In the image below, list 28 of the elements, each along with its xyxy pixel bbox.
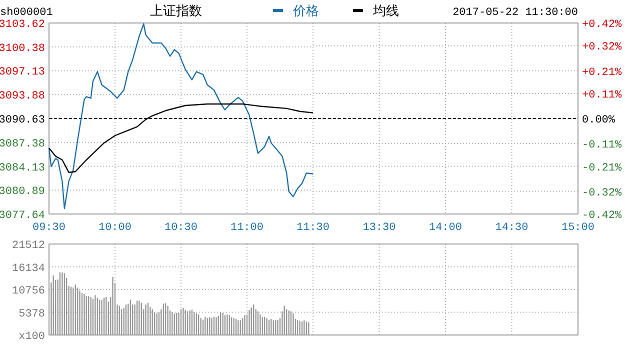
y-tick-label: 10756 bbox=[12, 286, 45, 298]
x-tick-label: 09:30 bbox=[32, 222, 66, 234]
text: 2017-05-22 11:30:00 bbox=[452, 7, 578, 19]
y2-tick-label: -0.32% bbox=[582, 187, 622, 200]
y-tick-label: x100 bbox=[18, 331, 45, 343]
y2-tick-label: +0.11% bbox=[582, 89, 622, 102]
x-tick-label: 11:30 bbox=[296, 222, 330, 234]
chart-title: 上证指数 bbox=[150, 4, 202, 19]
y2-tick-label: 0.00% bbox=[582, 114, 616, 126]
x-tick-label: 14:30 bbox=[495, 222, 528, 234]
x-tick-label: 10:00 bbox=[98, 222, 132, 234]
x-tick-label: 11:00 bbox=[230, 222, 264, 234]
y2-tick-label: +0.21% bbox=[582, 66, 622, 79]
y2-tick-label: +0.42% bbox=[582, 19, 622, 31]
x-tick-label: 13:30 bbox=[362, 222, 396, 234]
y-tick-label: 21512 bbox=[12, 240, 45, 252]
x-tick-label: 10:30 bbox=[164, 222, 198, 234]
x-tick-label: 15:00 bbox=[561, 222, 595, 234]
x-tick-label: 14:00 bbox=[428, 222, 462, 234]
y-tick-label: 16134 bbox=[12, 262, 46, 275]
y2-tick-label: -0.11% bbox=[582, 140, 622, 152]
y2-tick-label: +0.32% bbox=[582, 42, 622, 54]
y2-tick-label: -0.42% bbox=[582, 210, 622, 222]
y2-tick-label: -0.21% bbox=[582, 162, 622, 174]
legend-label: 价格 bbox=[292, 4, 319, 19]
y-tick-label: 5378 bbox=[18, 308, 45, 320]
legend-label: 均线 bbox=[372, 4, 399, 19]
text: sh000001 bbox=[0, 7, 54, 19]
